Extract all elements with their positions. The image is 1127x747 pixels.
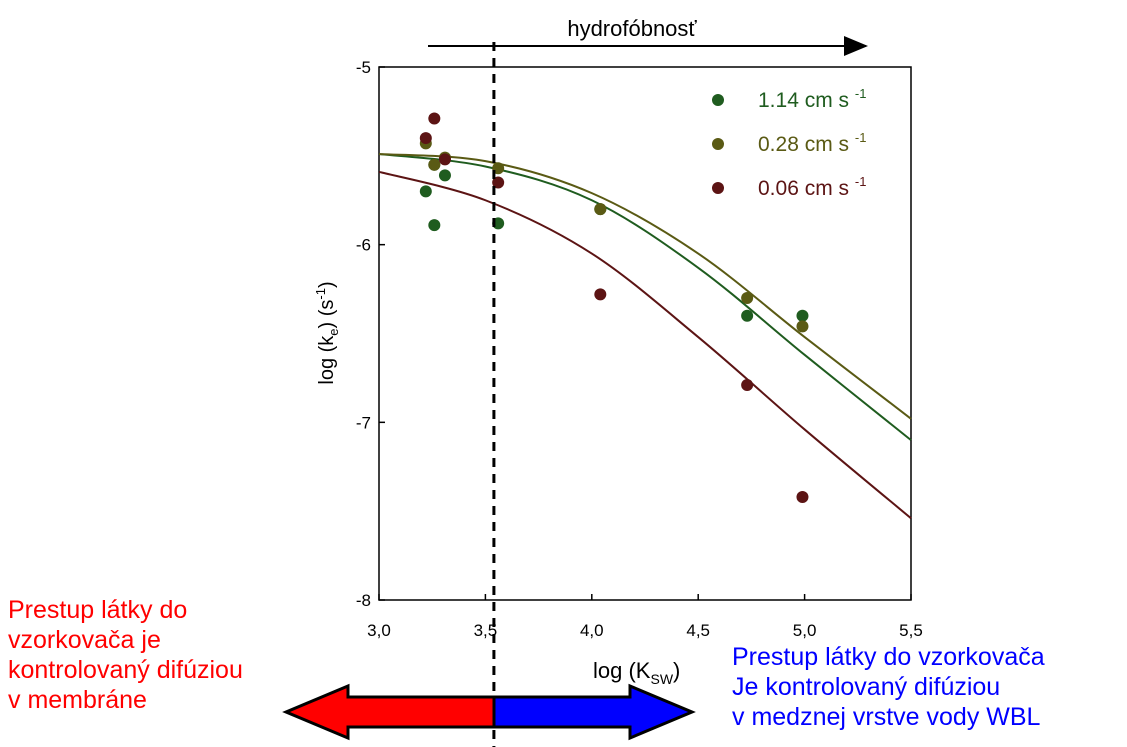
plot-area (378, 66, 912, 601)
data-point-series-2 (741, 291, 754, 304)
wbl-annotation-line: Prestup látky do vzorkovača (732, 643, 1045, 671)
data-point-series-2 (594, 203, 607, 216)
wbl-control-arrow (492, 683, 696, 741)
data-point-series-3 (796, 490, 809, 503)
hydrophobicity-label: hydrofóbnosť (567, 16, 697, 41)
y-tick-label: -6 (356, 236, 371, 255)
wbl-annotation: Prestup látky do vzorkovača Je kontrolov… (732, 642, 1045, 732)
legend-label: 1.14 cm s -1 (758, 86, 866, 112)
data-point-series-2 (428, 158, 441, 171)
data-point-series-3 (594, 288, 607, 301)
fit-curve-series-2 (378, 153, 912, 420)
data-point-series-1 (419, 185, 432, 198)
membrane-annotation-line: kontrolovaný difúziou (8, 656, 243, 684)
legend: 1.14 cm s -1 0.28 cm s -1 0.06 cm s -1 (712, 86, 866, 200)
legend-marker (712, 138, 724, 150)
y-tick-label: -8 (356, 591, 371, 610)
y-tick-label: -5 (356, 58, 371, 77)
wbl-annotation-line: Je kontrolovaný difúziou (732, 673, 1001, 701)
x-tick-label: 4,5 (686, 621, 710, 640)
data-point-series-3 (492, 176, 505, 189)
data-point-series-3 (419, 132, 432, 145)
y-tick-label: -7 (356, 413, 371, 432)
legend-label: 0.06 cm s -1 (758, 174, 866, 200)
legend-marker (712, 94, 724, 106)
data-points (419, 112, 809, 503)
x-tick-label: 5,5 (899, 621, 923, 640)
fit-curves (378, 153, 912, 520)
data-point-series-2 (796, 320, 809, 333)
legend-marker (712, 182, 724, 194)
legend-label: 0.28 cm s -1 (758, 130, 866, 156)
membrane-annotation: Prestup látky do vzorkovača je kontrolov… (8, 595, 243, 715)
data-point-series-3 (428, 112, 441, 125)
data-point-series-3 (438, 153, 451, 166)
y-axis: -5 -6 -7 -8 (356, 58, 385, 610)
x-tick-label: 5,0 (793, 621, 817, 640)
data-point-series-3 (741, 379, 754, 392)
data-point-series-1 (796, 309, 809, 322)
membrane-annotation-line: vzorkovača je (8, 626, 161, 654)
x-tick-label: 3,0 (367, 621, 391, 640)
x-axis: 3,0 3,5 4,0 4,5 5,0 5,5 (367, 594, 923, 640)
fit-curve-series-1 (378, 153, 912, 441)
membrane-control-arrow (282, 683, 496, 741)
data-point-series-1 (428, 219, 441, 232)
membrane-annotation-line: Prestup látky do (8, 596, 188, 624)
data-point-series-1 (438, 169, 451, 182)
membrane-annotation-line: v membráne (8, 686, 147, 714)
x-axis-label: log (KSW) (593, 658, 680, 687)
data-point-series-1 (741, 309, 754, 322)
x-tick-label: 4,0 (580, 621, 604, 640)
wbl-annotation-line: v medznej vrstve vody WBL (732, 703, 1041, 731)
fit-curve-series-3 (378, 170, 912, 520)
y-axis-label: log (ke) (s-1) (313, 281, 341, 384)
x-tick-label: 3,5 (474, 621, 498, 640)
